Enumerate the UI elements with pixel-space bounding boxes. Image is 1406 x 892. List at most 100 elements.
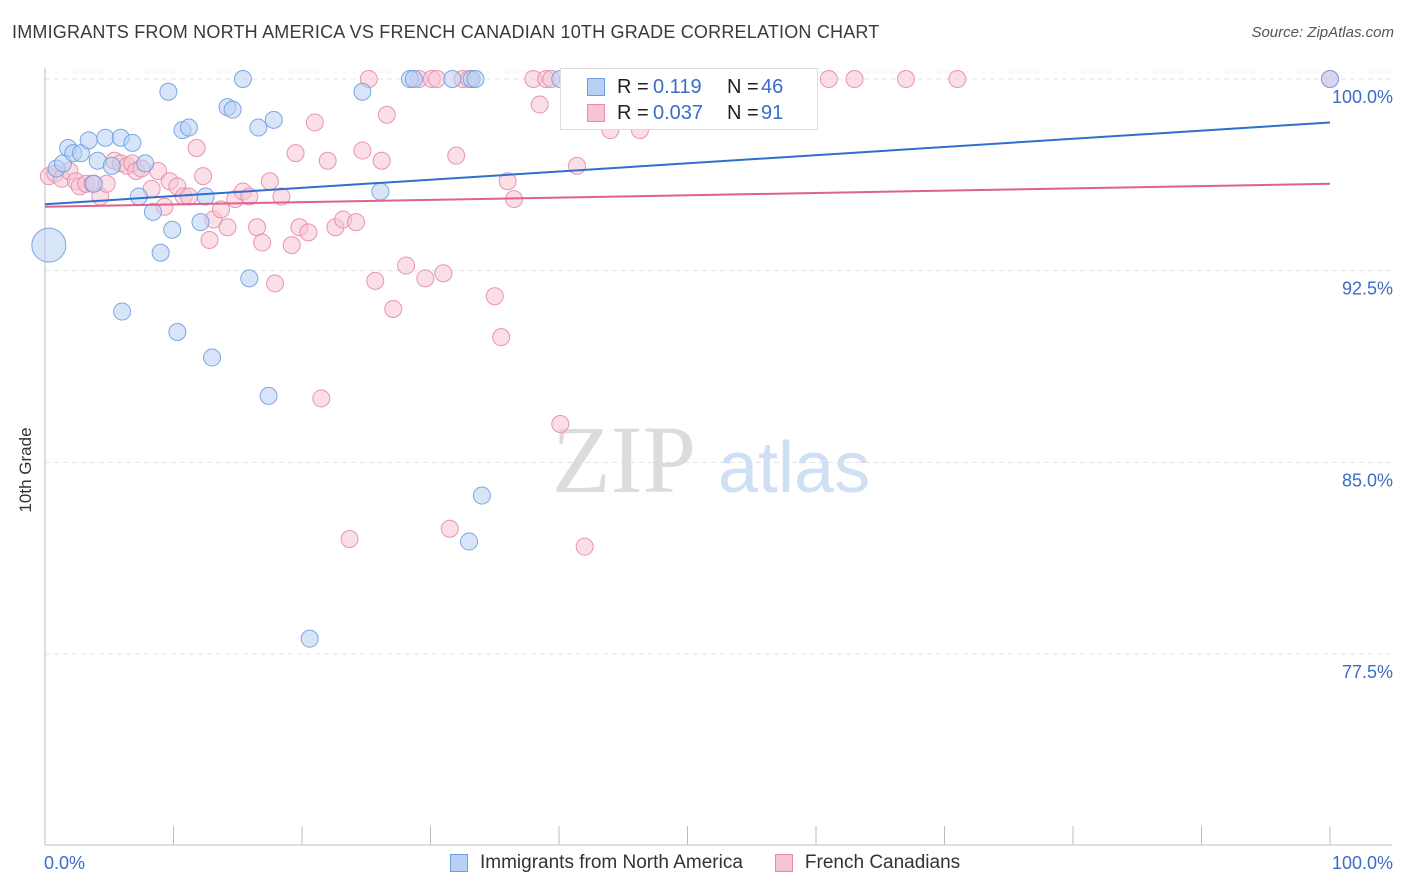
r-label: R = bbox=[617, 101, 649, 124]
point-french-canadian[interactable] bbox=[340, 530, 359, 548]
point-north-america[interactable] bbox=[466, 70, 485, 88]
point-french-canadian[interactable] bbox=[575, 537, 594, 556]
x-tick-label-start: 0.0% bbox=[44, 853, 85, 873]
point-north-america[interactable] bbox=[233, 70, 252, 88]
point-french-canadian[interactable] bbox=[305, 113, 324, 132]
point-north-america[interactable] bbox=[84, 174, 103, 193]
legend-swatch-series2 bbox=[774, 854, 793, 872]
point-north-america[interactable] bbox=[96, 128, 115, 147]
point-french-canadian[interactable] bbox=[187, 139, 206, 157]
point-french-canadian[interactable] bbox=[312, 389, 331, 408]
point-french-canadian[interactable] bbox=[212, 200, 231, 219]
point-french-canadian[interactable] bbox=[447, 146, 466, 165]
series2-r-value: 0.037 bbox=[653, 101, 704, 124]
y-tick-label: 100.0% bbox=[1332, 87, 1393, 107]
series1-n-value: 46 bbox=[761, 75, 784, 98]
point-north-america[interactable] bbox=[31, 227, 67, 263]
point-north-america[interactable] bbox=[163, 220, 182, 239]
x-tick-label-end: 100.0% bbox=[1332, 853, 1393, 873]
point-north-america[interactable] bbox=[123, 133, 142, 152]
point-north-america[interactable] bbox=[460, 532, 479, 551]
point-french-canadian[interactable] bbox=[567, 156, 586, 175]
point-north-america[interactable] bbox=[249, 118, 268, 137]
point-north-america[interactable] bbox=[113, 302, 132, 321]
point-french-canadian[interactable] bbox=[416, 269, 435, 288]
point-north-america[interactable] bbox=[443, 70, 462, 88]
point-french-canadian[interactable] bbox=[266, 274, 285, 293]
point-north-america[interactable] bbox=[472, 486, 491, 505]
point-north-america[interactable] bbox=[151, 243, 170, 262]
point-french-canadian[interactable] bbox=[179, 187, 198, 206]
point-north-america[interactable] bbox=[191, 213, 210, 232]
point-north-america[interactable] bbox=[143, 202, 162, 221]
point-french-canadian[interactable] bbox=[440, 519, 459, 538]
point-french-canadian[interactable] bbox=[427, 70, 446, 88]
point-french-canadian[interactable] bbox=[530, 95, 549, 114]
point-french-canadian[interactable] bbox=[253, 233, 272, 252]
point-french-canadian[interactable] bbox=[845, 70, 864, 88]
point-french-canadian[interactable] bbox=[948, 70, 967, 88]
axes bbox=[44, 68, 1392, 846]
point-french-canadian[interactable] bbox=[194, 167, 213, 186]
point-french-canadian[interactable] bbox=[346, 213, 365, 232]
point-french-canadian[interactable] bbox=[272, 187, 291, 206]
point-north-america[interactable] bbox=[129, 187, 148, 206]
point-french-canadian[interactable] bbox=[397, 256, 416, 275]
point-north-america[interactable] bbox=[1321, 70, 1339, 88]
point-north-america[interactable] bbox=[371, 182, 390, 201]
point-french-canadian[interactable] bbox=[318, 151, 337, 170]
point-north-america[interactable] bbox=[179, 118, 198, 137]
point-north-america[interactable] bbox=[264, 110, 283, 129]
point-north-america[interactable] bbox=[300, 629, 319, 648]
point-french-canadian[interactable] bbox=[299, 223, 318, 242]
legend-swatch-series1 bbox=[450, 854, 468, 872]
watermark: ZIP atlas bbox=[552, 406, 870, 513]
point-french-canadian[interactable] bbox=[218, 218, 237, 237]
series-legend: Immigrants from North America French Can… bbox=[450, 852, 992, 874]
point-french-canadian[interactable] bbox=[377, 105, 396, 124]
point-north-america[interactable] bbox=[159, 82, 178, 101]
point-french-canadian[interactable] bbox=[485, 287, 504, 306]
point-french-canadian[interactable] bbox=[353, 141, 372, 160]
tick-labels: 77.5% 85.0% 92.5% 100.0% 0.0% 100.0% bbox=[44, 87, 1393, 873]
point-french-canadian[interactable] bbox=[286, 144, 305, 163]
point-north-america[interactable] bbox=[404, 70, 423, 88]
point-north-america[interactable] bbox=[240, 269, 259, 288]
point-french-canadian[interactable] bbox=[434, 264, 453, 283]
stats-legend: R = 0.119 N = 46 R = 0.037 N = 91 bbox=[560, 68, 818, 130]
point-french-canadian[interactable] bbox=[260, 172, 279, 191]
point-french-canadian[interactable] bbox=[248, 218, 267, 237]
point-french-canadian[interactable] bbox=[896, 70, 915, 88]
y-tick-label: 85.0% bbox=[1342, 470, 1393, 490]
point-french-canadian[interactable] bbox=[498, 172, 517, 191]
y-tick-label: 92.5% bbox=[1342, 279, 1393, 299]
point-north-america[interactable] bbox=[136, 154, 155, 173]
point-french-canadian[interactable] bbox=[372, 151, 391, 170]
r-label: R = bbox=[617, 75, 649, 98]
point-north-america[interactable] bbox=[223, 100, 242, 119]
point-north-america[interactable] bbox=[203, 348, 222, 367]
series2-n-value: 91 bbox=[761, 101, 784, 124]
point-north-america[interactable] bbox=[79, 131, 98, 150]
stats-row-series2: R = 0.037 N = 91 bbox=[561, 100, 783, 126]
point-french-canadian[interactable] bbox=[282, 236, 301, 255]
point-french-canadian[interactable] bbox=[551, 415, 570, 433]
point-north-america[interactable] bbox=[259, 386, 278, 405]
point-french-canadian[interactable] bbox=[492, 328, 511, 347]
point-north-america[interactable] bbox=[353, 82, 372, 101]
point-french-canadian[interactable] bbox=[200, 231, 219, 249]
watermark-atlas: atlas bbox=[718, 428, 870, 508]
point-north-america[interactable] bbox=[168, 323, 187, 341]
legend-item-series1[interactable]: Immigrants from North America bbox=[450, 852, 743, 874]
series1-r-value: 0.119 bbox=[653, 75, 702, 98]
point-french-canadian[interactable] bbox=[366, 271, 385, 290]
trend-lines bbox=[44, 121, 1331, 208]
point-north-america[interactable] bbox=[102, 156, 121, 175]
data-points bbox=[31, 70, 1339, 648]
trend-line-french-canadian bbox=[44, 182, 1331, 208]
point-french-canadian[interactable] bbox=[384, 300, 403, 318]
legend-item-series2[interactable]: French Canadians bbox=[774, 852, 960, 874]
point-north-america[interactable] bbox=[196, 187, 215, 206]
point-french-canadian[interactable] bbox=[819, 70, 838, 88]
